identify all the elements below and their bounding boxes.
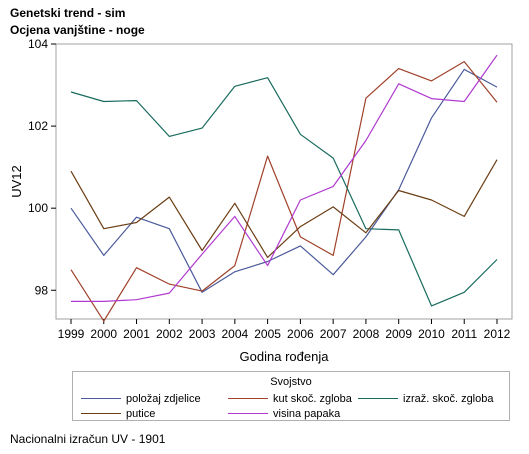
- series-line-5: [71, 54, 498, 302]
- series-line-2: [70, 60, 498, 322]
- chart-title: Genetski trend - sim: [10, 6, 126, 20]
- legend-swatch: [228, 412, 268, 414]
- legend-label: položaj zdjelice: [126, 393, 201, 405]
- legend: Svojstvo položaj zdjelice kut skoč. zglo…: [72, 371, 510, 421]
- plot-frame: [55, 43, 513, 320]
- x-tick-label: 2011: [451, 327, 477, 341]
- y-tick-label: 102: [28, 119, 48, 133]
- legend-title: Svojstvo: [270, 376, 312, 388]
- x-tick-label: 2003: [189, 327, 216, 341]
- x-tick-label: 2008: [353, 327, 380, 341]
- y-tick-label: 100: [28, 201, 48, 215]
- x-tick-label: 2001: [123, 327, 150, 341]
- legend-label: izraž. skoč. zgloba: [403, 393, 494, 405]
- x-tick-label: 2005: [254, 327, 281, 341]
- x-tick-label: 2012: [484, 327, 511, 341]
- legend-label: visina papaka: [273, 408, 341, 420]
- legend-item-putice: putice: [81, 408, 155, 420]
- x-tick-label: 1999: [58, 327, 85, 341]
- y-tick-label: 104: [28, 37, 48, 51]
- x-tick-label: 2004: [221, 327, 248, 341]
- x-tick-label: 2006: [287, 327, 314, 341]
- legend-label: putice: [126, 408, 156, 420]
- x-tick-label: 2009: [385, 327, 412, 341]
- series-line-3: [70, 77, 498, 307]
- legend-item-izraz-skoc-zgloba: izraž. skoč. zgloba: [358, 393, 493, 405]
- chart-subtitle: Ocjena vanjštine - noge: [10, 23, 145, 37]
- series-line-1: [70, 68, 498, 293]
- footnote: Nacionalni izračun UV - 1901: [10, 432, 166, 446]
- x-tick-label: 2000: [90, 327, 117, 341]
- legend-swatch: [358, 397, 398, 399]
- series-line-4: [70, 159, 498, 258]
- legend-swatch: [228, 397, 268, 399]
- y-tick-label: 98: [35, 283, 49, 297]
- legend-label: kut skoč. zgloba: [273, 393, 352, 405]
- legend-item-visina-papaka: visina papaka: [228, 408, 340, 420]
- legend-swatch: [81, 412, 121, 414]
- legend-swatch: [81, 397, 121, 399]
- y-axis-label: UV12: [9, 165, 24, 198]
- x-tick-label: 2007: [320, 327, 347, 341]
- x-tick-label: 2002: [156, 327, 183, 341]
- legend-item-kut-skoc-zgloba: kut skoč. zgloba: [228, 393, 352, 405]
- legend-item-polozaj-zdjelice: položaj zdjelice: [81, 393, 201, 405]
- x-axis-label: Godina rođenja: [240, 349, 330, 364]
- x-tick-label: 2010: [418, 327, 445, 341]
